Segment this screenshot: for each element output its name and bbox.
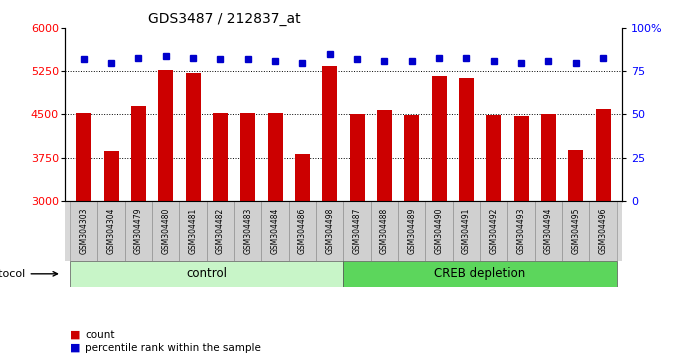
Text: count: count — [85, 330, 114, 339]
Bar — [404, 115, 420, 354]
Bar — [234, 201, 261, 261]
Text: control: control — [186, 267, 227, 280]
Bar — [186, 73, 201, 354]
Bar — [70, 261, 343, 287]
Text: ■: ■ — [69, 343, 80, 353]
Bar — [596, 109, 611, 354]
Bar — [371, 201, 398, 261]
Text: protocol: protocol — [0, 269, 58, 279]
Bar — [131, 106, 146, 354]
Bar — [158, 70, 173, 354]
Text: GSM304495: GSM304495 — [571, 207, 580, 254]
Bar — [513, 116, 528, 354]
Bar — [377, 110, 392, 354]
Bar — [322, 66, 337, 354]
Bar — [207, 201, 234, 261]
Bar — [261, 201, 289, 261]
Text: GSM304488: GSM304488 — [380, 208, 389, 254]
Bar — [289, 201, 316, 261]
Text: GSM304481: GSM304481 — [188, 208, 198, 254]
Bar — [343, 261, 617, 287]
Text: GSM304480: GSM304480 — [161, 207, 170, 254]
Bar — [316, 201, 343, 261]
Text: GSM304492: GSM304492 — [489, 207, 498, 254]
Bar — [507, 201, 534, 261]
Text: GSM304479: GSM304479 — [134, 207, 143, 254]
Bar — [426, 201, 453, 261]
Text: GSM304498: GSM304498 — [325, 207, 335, 254]
Bar — [459, 78, 474, 354]
Text: ■: ■ — [69, 330, 80, 339]
Text: GSM304489: GSM304489 — [407, 207, 416, 254]
Bar — [453, 201, 480, 261]
Text: GSM304482: GSM304482 — [216, 208, 225, 254]
Text: GSM304303: GSM304303 — [80, 207, 88, 254]
Bar — [568, 150, 583, 354]
Bar — [534, 201, 562, 261]
Text: GSM304493: GSM304493 — [517, 207, 526, 254]
Bar — [240, 113, 255, 354]
Text: GSM304304: GSM304304 — [107, 207, 116, 254]
Bar — [432, 76, 447, 354]
Bar — [152, 201, 180, 261]
Bar — [486, 115, 501, 354]
Bar — [350, 114, 364, 354]
Bar — [97, 201, 124, 261]
Bar — [590, 201, 617, 261]
Bar — [562, 201, 590, 261]
Bar — [267, 113, 283, 354]
Text: GSM304496: GSM304496 — [598, 207, 607, 254]
Bar — [124, 201, 152, 261]
Bar — [480, 201, 507, 261]
Text: GSM304490: GSM304490 — [435, 207, 443, 254]
Text: GSM304483: GSM304483 — [243, 207, 252, 254]
Bar — [343, 201, 371, 261]
Text: CREB depletion: CREB depletion — [435, 267, 526, 280]
Bar — [398, 201, 426, 261]
Bar — [180, 201, 207, 261]
Text: GSM304494: GSM304494 — [544, 207, 553, 254]
Bar — [76, 113, 91, 354]
Bar — [70, 201, 97, 261]
Text: GSM304487: GSM304487 — [352, 207, 362, 254]
Text: GDS3487 / 212837_at: GDS3487 / 212837_at — [148, 12, 301, 26]
Text: percentile rank within the sample: percentile rank within the sample — [85, 343, 261, 353]
Bar — [213, 113, 228, 354]
Bar — [295, 154, 310, 354]
Text: GSM304491: GSM304491 — [462, 207, 471, 254]
Text: GSM304484: GSM304484 — [271, 207, 279, 254]
Bar — [541, 114, 556, 354]
Text: GSM304486: GSM304486 — [298, 207, 307, 254]
Bar — [103, 151, 118, 354]
